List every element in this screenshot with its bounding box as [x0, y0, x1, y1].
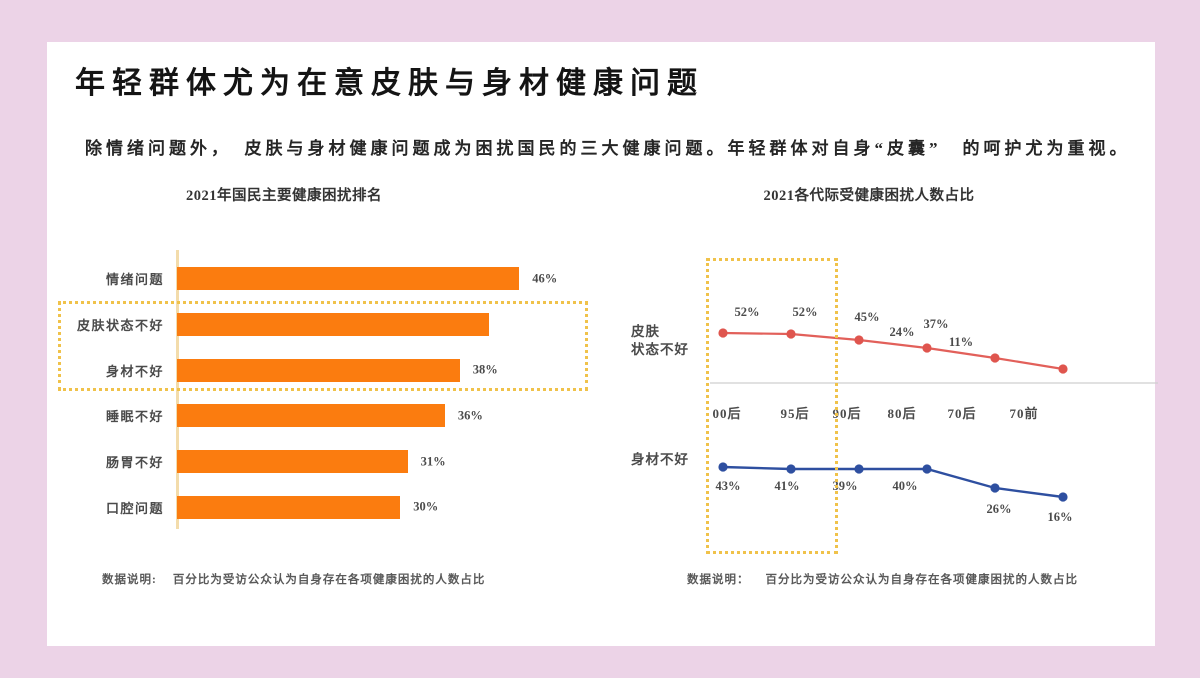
bar-chart-footnote: 数据说明: 百分比为受访公众认为自身存在各项健康困扰的人数占比 [102, 571, 485, 587]
bar-track: 31% [177, 450, 549, 474]
footnote-text: 百分比为受访公众认为自身存在各项健康困扰的人数占比 [172, 574, 486, 586]
line-chart-footnote: 数据说明： 百分比为受访公众认为自身存在各项健康困扰的人数占比 [687, 571, 1078, 587]
bar [177, 358, 460, 382]
x-tick-label: 70后 [947, 406, 977, 421]
footnote-label: 数据说明: [102, 574, 157, 586]
skin-series-label: 皮肤 状态不好 [631, 324, 689, 358]
footnote-text: 百分比为受访公众认为自身存在各项健康困扰的人数占比 [765, 574, 1078, 586]
skin-point-label: 11% [948, 335, 974, 349]
bar-track: 36% [177, 404, 549, 428]
body-point-label: 41% [774, 479, 800, 493]
bar [177, 495, 401, 519]
body-point-label: 39% [832, 479, 858, 493]
skin-point-label: 52% [792, 305, 818, 319]
bar-row: 身材不好 38% [59, 358, 604, 382]
bar-row: 睡眠不好 36% [59, 404, 604, 428]
body-series-line [722, 465, 1064, 499]
bar-track: 42% [177, 312, 549, 338]
bar [177, 404, 445, 428]
x-tick-label: 95后 [780, 406, 810, 421]
bar [177, 450, 408, 474]
bar-category-label: 皮肤状态不好 [76, 317, 164, 333]
bar-row: 情绪问题 46% [59, 267, 604, 290]
skin-point-label: 37% [923, 317, 949, 331]
bar-category-label: 睡眠不好 [105, 409, 164, 425]
page-title: 年轻群体尤为在意皮肤与身材健康问题 [75, 67, 704, 100]
x-tick-label: 90后 [832, 406, 862, 421]
bar-value-label: 30% [413, 499, 439, 514]
footnote-label: 数据说明： [687, 574, 750, 586]
skin-series-points [718, 328, 1068, 374]
body-point-label: 26% [986, 502, 1012, 516]
bar-track: 46% [177, 267, 557, 290]
line-chart-title: 2021各代际受健康困扰人数占比 [763, 188, 975, 204]
bar-category-label: 肠胃不好 [105, 455, 164, 471]
bar-value-label: 36% [457, 408, 483, 423]
bar-row: 口腔问题 30% [59, 495, 604, 519]
bar-row: 皮肤状态不好 42% [59, 312, 604, 338]
body-point-label: 43% [715, 479, 741, 493]
bar-category-label: 口腔问题 [105, 500, 164, 516]
page-subtitle: 除情绪问题外， 皮肤与身材健康问题成为困扰国民的三大健康问题。年轻群体对自身“皮… [85, 139, 1131, 158]
skin-series-line [722, 331, 1064, 371]
skin-point-label: 45% [854, 310, 880, 324]
x-tick-label: 80后 [887, 406, 917, 421]
bar-chart: 情绪问题 46% 皮肤状态不好 42% 身材不好 38% 睡眠不好 3 [59, 267, 604, 542]
bar-value-label: 31% [420, 454, 446, 469]
x-tick-label: 00后 [712, 406, 742, 421]
skin-point-label: 52% [734, 305, 760, 319]
bar-category-label: 身材不好 [105, 363, 164, 379]
bar [177, 312, 490, 336]
body-point-label: 40% [892, 479, 918, 493]
bar-value-label: 46% [532, 271, 558, 285]
slide-card: 年轻群体尤为在意皮肤与身材健康问题 除情绪问题外， 皮肤与身材健康问题成为困扰国… [47, 42, 1158, 646]
x-tick-label: 70前 [1009, 406, 1039, 421]
body-series-label: 身材不好 [631, 452, 689, 467]
body-series-points [718, 462, 1068, 502]
bar-value-label: 38% [472, 362, 498, 377]
bar-row: 肠胃不好 31% [59, 450, 604, 474]
bar [177, 267, 520, 290]
bar-track: 30% [177, 495, 549, 519]
body-point-label: 16% [1047, 510, 1073, 524]
line-chart-plot [710, 328, 1158, 502]
skin-point-label: 24% [889, 325, 915, 339]
bar-chart-title: 2021年国民主要健康困扰排名 [186, 188, 382, 204]
bar-track: 38% [177, 358, 549, 382]
bar-category-label: 情绪问题 [105, 272, 164, 287]
